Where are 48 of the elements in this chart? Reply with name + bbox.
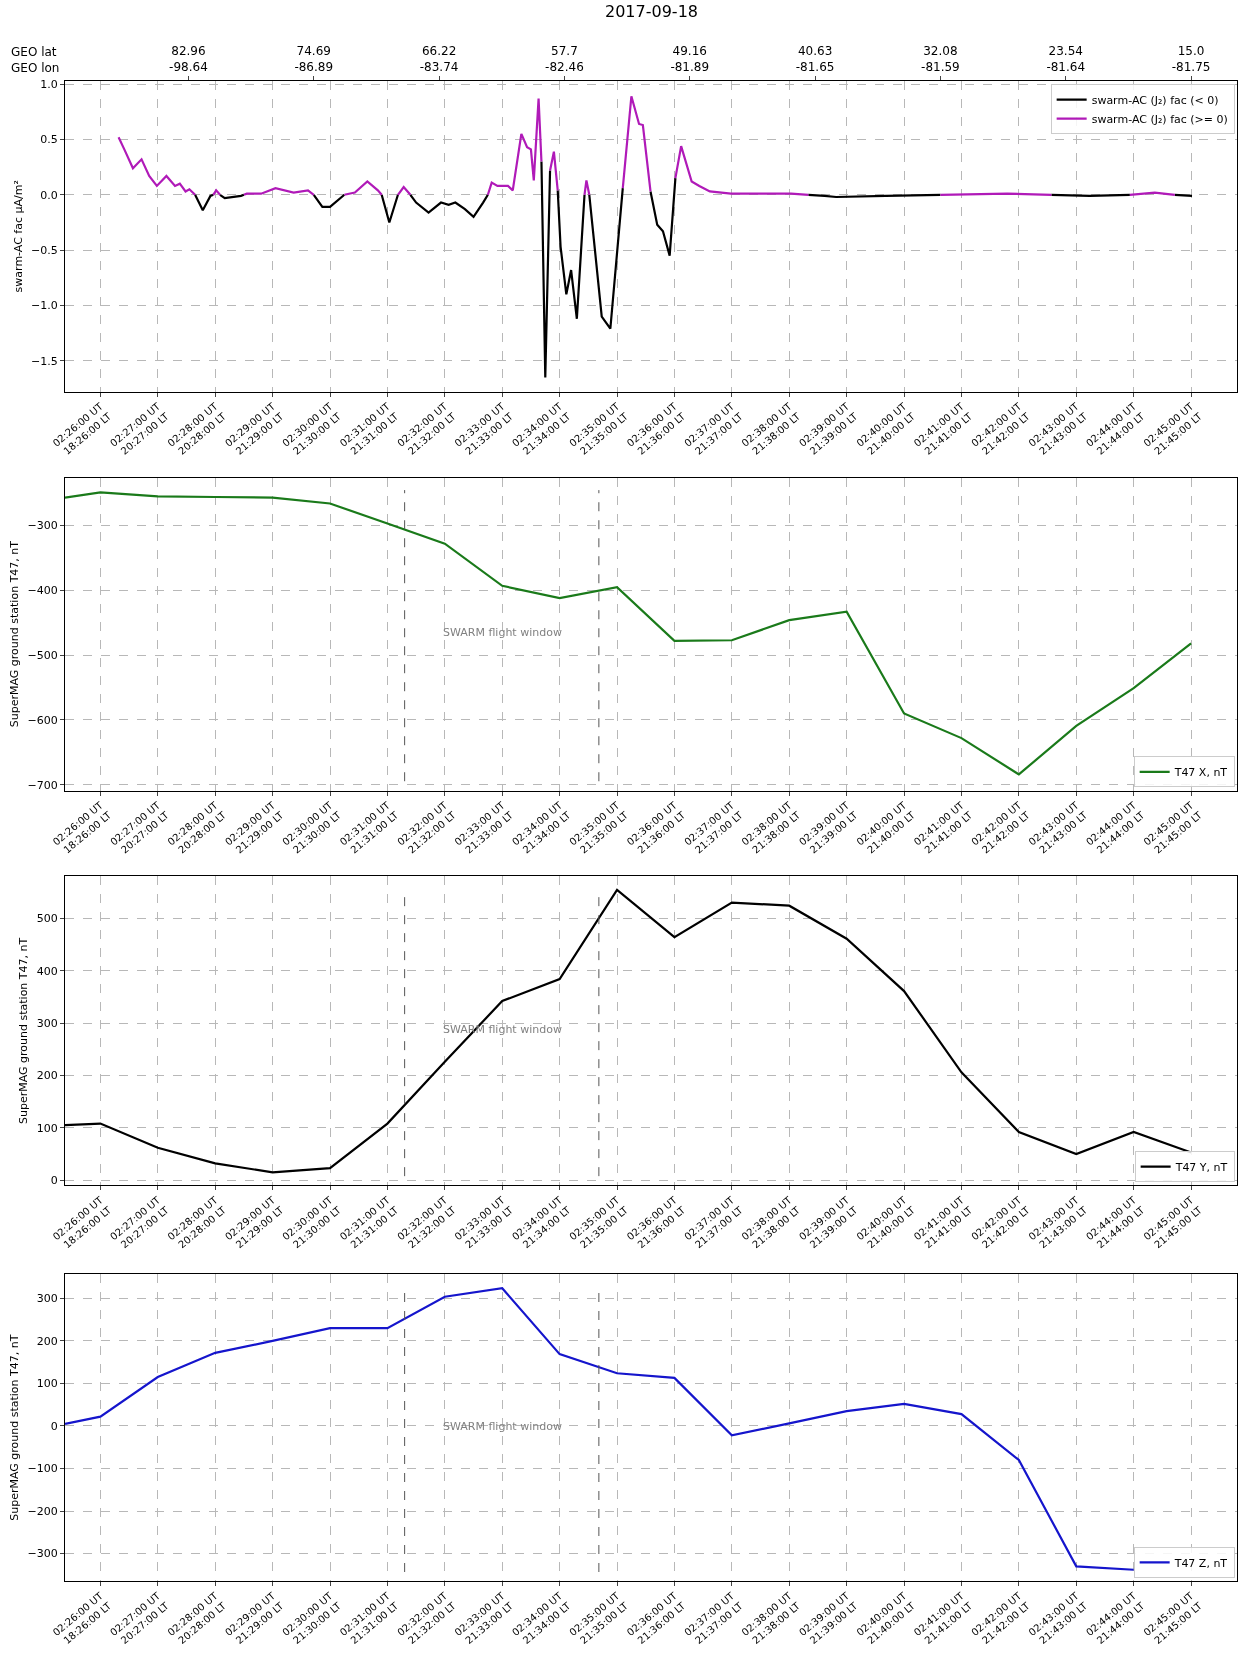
chart-title: 2017-09-18	[605, 2, 698, 21]
y-tick-label: −0.5	[31, 243, 58, 257]
y-tick-label: 300	[36, 1016, 58, 1030]
y-tick-label: −1.5	[31, 354, 58, 368]
y-tick-label: −600	[27, 713, 58, 727]
y-tick-label: 0.0	[40, 188, 58, 202]
y-tick-label: −400	[27, 584, 58, 598]
y-tick-label: −200	[27, 1504, 58, 1518]
legend-label: T47 Z, nT	[1173, 1556, 1228, 1570]
y-tick-label: −100	[27, 1462, 58, 1476]
y-axis-title: swarm-AC fac µA/m²	[11, 180, 25, 293]
y-tick-label: 0	[50, 1419, 58, 1433]
legend-label: T47 Y, nT	[1174, 1160, 1228, 1174]
y-tick-label: 200	[36, 1069, 58, 1083]
x2-axis-title: GEO lat GEO lon	[11, 45, 60, 75]
y-tick-label: 100	[36, 1121, 58, 1135]
x2-tick-label: 66.22 -83.74	[419, 44, 459, 74]
annotation: SWARM flight window	[443, 626, 562, 639]
y-tick-label: 0.5	[40, 133, 58, 147]
y-tick-label: 0	[50, 1174, 58, 1188]
annotation: SWARM flight window	[443, 1420, 562, 1433]
x2-tick-label: 40.63 -81.65	[795, 44, 835, 74]
line-series	[65, 1287, 1135, 1571]
y-tick-label: 100	[36, 1377, 58, 1391]
x2-tick-label: 74.69 -86.89	[294, 44, 334, 74]
x2-tick-label: 32.08 -81.59	[921, 44, 960, 74]
legend-label: T47 X, nT	[1173, 766, 1228, 780]
y-tick-label: 500	[36, 912, 58, 926]
y-axis-title: SuperMAG ground station T47, nT	[17, 937, 31, 1125]
x2-tick-label: 82.96 -98.64	[169, 44, 208, 74]
y-tick-label: −1.0	[31, 299, 58, 313]
y-tick-label: −300	[27, 519, 58, 533]
x2-tick-label: 49.16 -81.89	[670, 44, 710, 74]
legend-label: swarm-AC (J₂) fac (>= 0)	[1091, 112, 1228, 126]
y-tick-label: 200	[36, 1334, 58, 1348]
x2-tick-label: 15.0 -81.75	[1171, 44, 1211, 74]
y-tick-label: 1.0	[40, 77, 58, 91]
y-tick-label: 300	[36, 1292, 58, 1306]
y-axis-title: SuperMAG ground station T47, nT	[8, 540, 22, 728]
y-axis-title: SuperMAG ground station T47, nT	[8, 1334, 22, 1521]
y-tick-label: −300	[27, 1547, 58, 1561]
y-tick-label: −700	[27, 778, 58, 792]
x2-tick-label: 23.54 -81.64	[1046, 44, 1086, 74]
line-series	[65, 491, 1193, 776]
y-tick-label: 400	[36, 964, 58, 978]
legend-label: swarm-AC (J₂) fac (< 0)	[1091, 93, 1219, 107]
y-tick-label: −500	[27, 649, 58, 662]
x2-tick-label: 57.7 -82.46	[545, 44, 584, 74]
